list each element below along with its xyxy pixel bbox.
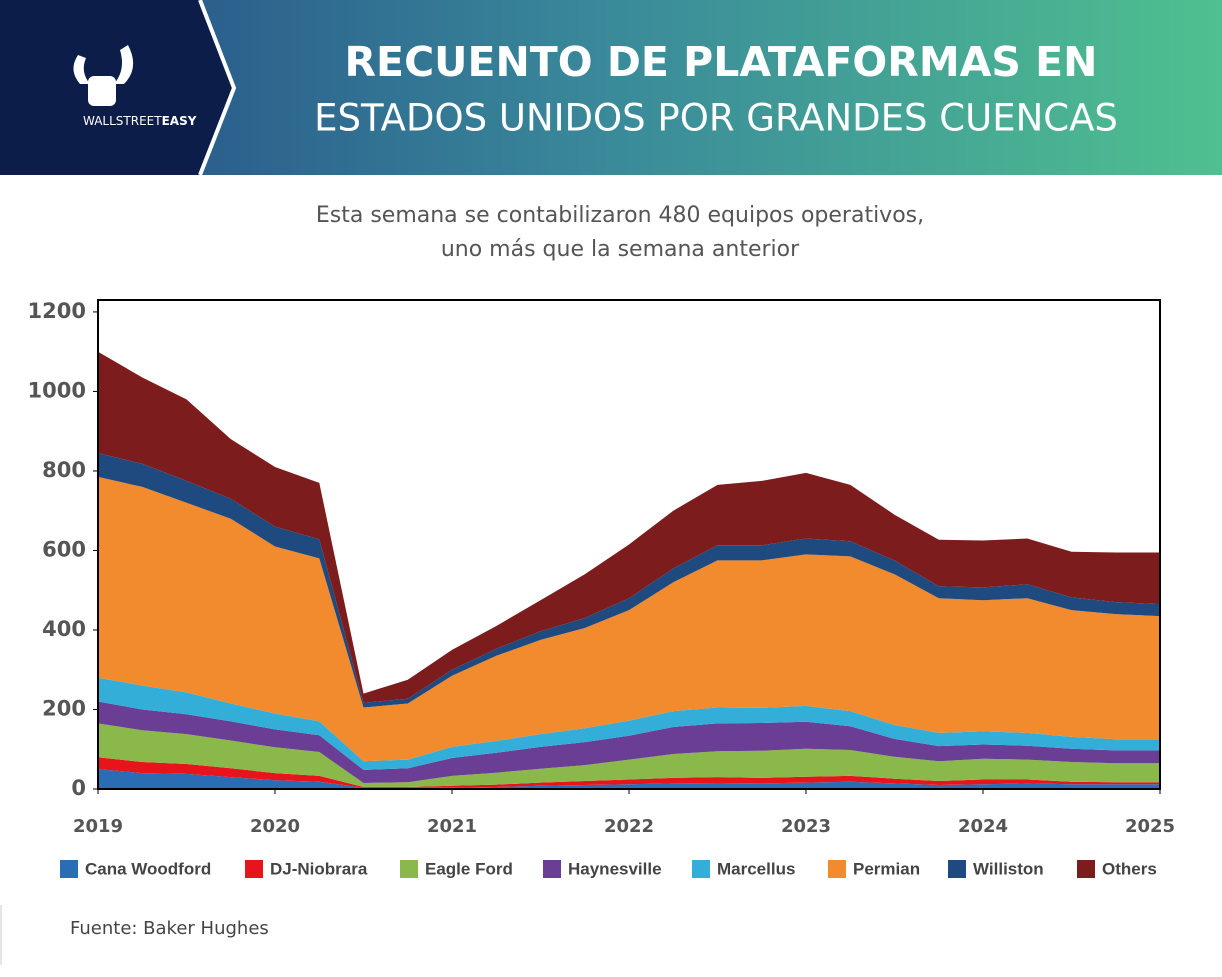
y-tick-label: 600 [42, 537, 86, 561]
area [98, 769, 1160, 789]
area [98, 476, 1160, 762]
y-tick-label: 1200 [28, 299, 86, 323]
subtitle-line1: Esta semana se contabilizaron 480 equipo… [316, 203, 924, 228]
logo-icon [73, 45, 134, 106]
legend-swatch [692, 860, 710, 878]
area [98, 723, 1160, 787]
source: Fuente: Baker Hughes [70, 918, 269, 939]
legend-swatch [245, 860, 263, 878]
legend-label: Haynesville [568, 859, 662, 878]
y-tick-label: 400 [42, 617, 86, 641]
legend-label: Marcellus [717, 859, 795, 878]
legend-label: Eagle Ford [425, 859, 513, 878]
legend-label: Cana Woodford [85, 859, 211, 878]
legend-label: DJ-Niobrara [270, 859, 368, 878]
y-tick-label: 800 [42, 458, 86, 482]
legend-label: Permian [853, 859, 920, 878]
area [98, 701, 1160, 783]
legend-swatch [828, 860, 846, 878]
legend-swatch [400, 860, 418, 878]
header-logo-panel [0, 0, 234, 175]
area [98, 351, 1160, 703]
area [98, 757, 1160, 788]
y-tick-label: 1000 [28, 378, 86, 402]
legend-swatch [543, 860, 561, 878]
title-line1: RECUENTO DE PLATAFORMAS EN [344, 38, 1097, 86]
x-tick-label: 2025 [1125, 816, 1175, 837]
legend-swatch [948, 860, 966, 878]
y-tick-label: 200 [42, 696, 86, 720]
subtitle-line2: uno más que la semana anterior [441, 237, 800, 262]
x-tick-label: 2023 [781, 816, 831, 837]
legend-swatch [60, 860, 78, 878]
area [98, 677, 1160, 770]
y-tick-label: 0 [71, 776, 86, 800]
x-tick-label: 2021 [427, 816, 477, 837]
title-line2: ESTADOS UNIDOS POR GRANDES CUENCAS [314, 97, 1118, 140]
x-tick-label: 2024 [958, 816, 1008, 837]
x-tick-label: 2022 [604, 816, 654, 837]
x-tick-label: 2020 [250, 816, 300, 837]
legend-label: Williston [973, 859, 1044, 878]
brand: WALLSTREETEASY [83, 114, 197, 128]
header-divider [198, 0, 237, 176]
x-tick-label: 2019 [73, 816, 123, 837]
legend-swatch [1077, 860, 1095, 878]
legend-label: Others [1102, 859, 1157, 878]
